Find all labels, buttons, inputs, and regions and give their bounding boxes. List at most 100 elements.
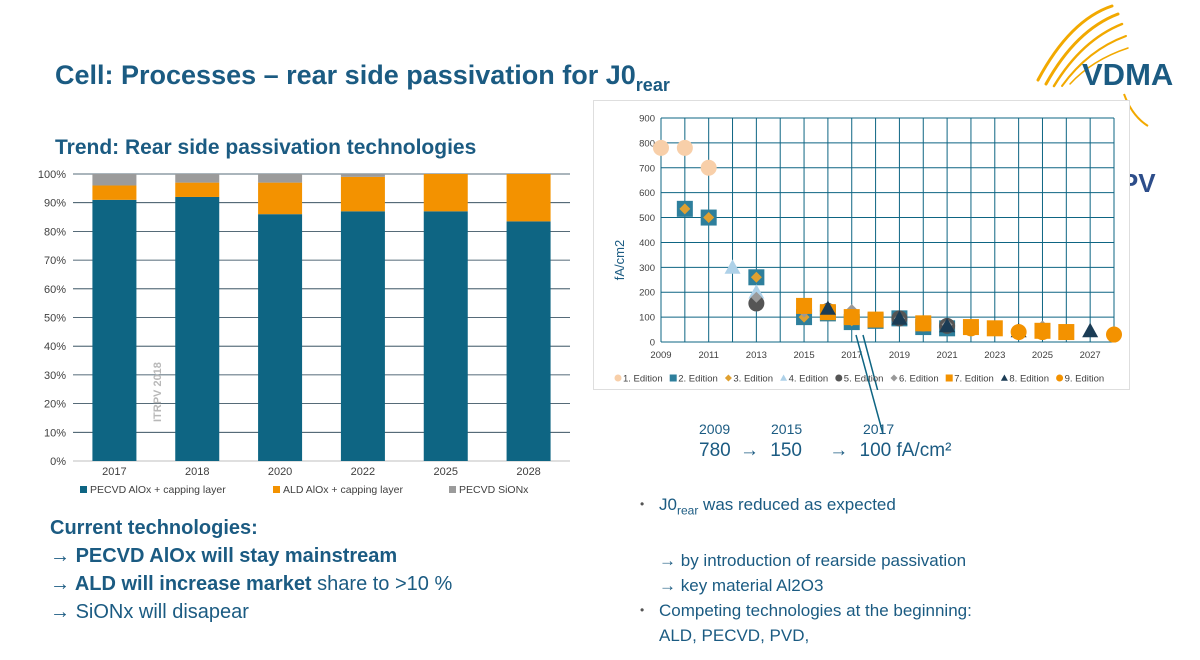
scatter-x-ticks: 2009 2011 2013 2015 2017 2019 2021 2023 2025 2027 — [650, 350, 1100, 361]
scatter-point — [986, 320, 1003, 337]
bar-segment — [175, 174, 220, 183]
bar-segment — [92, 185, 137, 200]
bar-legend-swatch — [449, 486, 456, 493]
scatter-legend-label: 6. Edition — [899, 374, 939, 385]
annotation-value-2015: 150 — [770, 440, 802, 461]
scatter-legend-marker — [890, 374, 898, 382]
bar-x-tick-label: 2028 — [516, 466, 540, 478]
annotation-year-2009: 2009 — [699, 421, 731, 437]
bullet-j0-reduced: • J0rear was reduced as expected — [640, 495, 896, 518]
scatter-point — [843, 309, 860, 326]
bar-y-tick-label: 90% — [44, 198, 66, 210]
scatter-x-tick-label: 2019 — [889, 350, 910, 361]
annotation-value-2017: 100 fA/cm² — [859, 440, 952, 461]
scatter-y-tick-label: 0 — [650, 338, 655, 349]
bar-segment — [423, 211, 468, 461]
callout-line-extension — [855, 334, 884, 435]
bar-x-tick-label: 2025 — [434, 466, 458, 478]
scatter-point — [939, 317, 956, 333]
sub-bullet-introduction: → by introduction of rearside passivatio… — [659, 551, 967, 571]
scatter-legend-label: 2. Edition — [678, 374, 718, 385]
scatter-legend-marker — [614, 374, 622, 382]
bar-y-tick-label: 0% — [50, 456, 66, 468]
vdma-logo: VDMA — [1036, 4, 1173, 127]
bar-y-tick-label: 20% — [44, 399, 66, 411]
scatter-point — [819, 300, 836, 315]
bar-legend-label: PECVD SiONx — [459, 484, 529, 496]
bar-gridlines — [73, 173, 570, 462]
scatter-x-tick-label: 2011 — [698, 350, 718, 361]
sub-bullet-material: → key material Al2O3 — [659, 576, 824, 596]
scatter-point — [679, 203, 691, 215]
scatter-point — [748, 295, 765, 312]
bar-segment — [258, 182, 303, 215]
bar-segment — [175, 182, 220, 197]
scatter-x-tick-label: 2025 — [1032, 350, 1053, 361]
annotation-arrow: → — [829, 440, 849, 461]
bar-x-tick-label: 2018 — [185, 466, 209, 478]
scatter-y-tick-label: 600 — [639, 188, 655, 199]
bar-x-tick-label: 2020 — [268, 466, 292, 478]
bar-y-tick-label: 60% — [44, 284, 66, 296]
scatter-y-ticks: 0 100 200 300 400 500 600 700 800 900 — [639, 114, 655, 349]
bar-marks — [92, 174, 551, 461]
annotation-arrow: → — [739, 440, 759, 461]
current-tech-line-2: → ALD will increase market share to >10 … — [50, 573, 453, 595]
scatter-legend-marker — [945, 374, 953, 382]
bar-y-tick-label: 30% — [44, 370, 66, 382]
scatter-x-tick-label: 2023 — [984, 350, 1005, 361]
bar-y-tick-label: 100% — [38, 169, 66, 181]
scatter-legend-label: 7. Edition — [954, 374, 994, 385]
bar-legend-label: PECVD AlOx + capping layer — [90, 484, 226, 496]
scatter-x-tick-label: 2009 — [650, 350, 671, 361]
bar-segment — [340, 211, 385, 461]
scatter-legend-label: 8. Edition — [1009, 374, 1049, 385]
bar-segment — [258, 214, 303, 461]
scatter-point — [915, 315, 932, 332]
bar-y-tick-label: 80% — [44, 226, 66, 238]
bar-legend: PECVD AlOx + capping layer ALD AlOx + cap… — [80, 484, 529, 496]
scatter-point — [796, 297, 813, 314]
scatter-legend-marker — [1000, 374, 1008, 381]
title-subscript: rear — [635, 75, 670, 95]
bar-legend-label: ALD AlOx + capping layer — [283, 484, 403, 496]
scatter-legend-label: 9. Edition — [1065, 374, 1105, 385]
scatter-legend-label: 4. Edition — [789, 374, 829, 385]
current-tech-line-3: → SiONx will disapear — [50, 601, 249, 623]
scatter-legend-marker — [1056, 374, 1064, 382]
scatter-legend-marker — [669, 374, 677, 382]
scatter-point — [867, 311, 884, 328]
scatter-gridlines — [660, 117, 1115, 343]
scatter-point — [962, 320, 979, 337]
stacked-bar-chart: 0%10%20%30%40%50%60%70%80%90%100% 2017 20… — [38, 169, 570, 496]
scatter-point — [1034, 324, 1051, 341]
scatter-y-tick-label: 900 — [639, 114, 655, 125]
title-main: Cell: Processes – rear side passivation … — [55, 60, 636, 90]
bar-y-tick-label: 40% — [44, 341, 66, 353]
scatter-point — [748, 284, 765, 299]
scatter-y-tick-label: 800 — [639, 138, 655, 149]
bar-y-tick-label: 10% — [44, 427, 66, 439]
bar-x-ticks: 2017 2018 2020 2022 2025 2028 — [102, 466, 541, 478]
bar-segment — [92, 174, 137, 186]
scatter-legend-label: 5. Edition — [844, 374, 884, 385]
scatter-legend-marker — [835, 374, 843, 382]
scatter-y-tick-label: 200 — [639, 288, 655, 299]
scatter-y-tick-label: 300 — [639, 263, 655, 274]
scatter-point — [700, 159, 717, 176]
scatter-y-tick-label: 500 — [639, 213, 655, 224]
scatter-point — [1082, 322, 1099, 338]
bar-y-ticks: 0% 10% 20% 30% 40% 50% 60% 70% 80% 90% 100% — [38, 169, 66, 468]
scatter-legend-label: 3. Edition — [733, 374, 773, 385]
page-title: Cell: Processes – rear side passivation … — [55, 60, 670, 96]
scatter-legend: 1. Edition 2. Edition 3. Edition 4. Edition… — [614, 374, 1105, 385]
bar-segment — [258, 174, 303, 183]
annotation-year-2015: 2015 — [771, 421, 803, 437]
annotation-year-2017: 2017 — [863, 421, 895, 437]
scatter-x-tick-label: 2021 — [937, 350, 958, 361]
scatter-point — [1010, 324, 1027, 341]
bar-x-tick-label: 2017 — [102, 466, 126, 478]
scatter-point — [1058, 324, 1075, 341]
bar-segment — [175, 196, 220, 461]
scatter-y-tick-label: 100 — [639, 313, 655, 324]
